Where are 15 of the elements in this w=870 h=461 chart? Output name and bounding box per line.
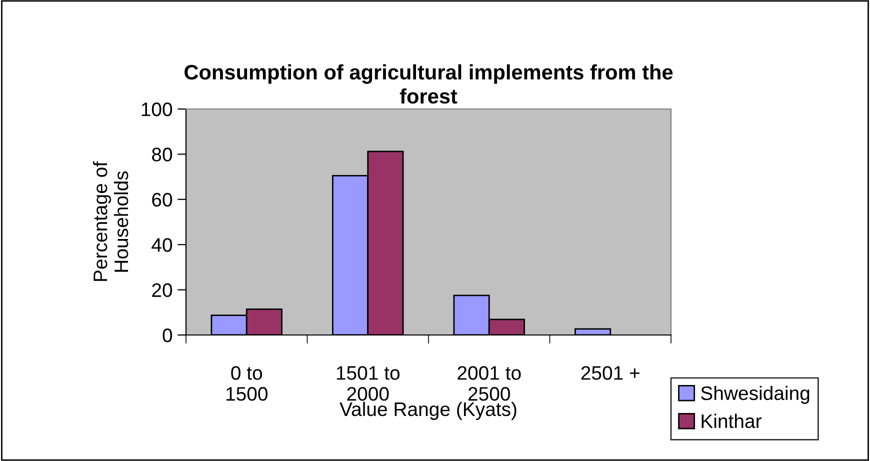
x-tick-label: 2001 to 2500 bbox=[458, 366, 521, 401]
y-tick-label: 80 bbox=[152, 148, 172, 162]
y-axis-title: Percentage of Households bbox=[92, 161, 128, 281]
x-axis-title: Value Range (Kyats) bbox=[340, 402, 516, 420]
chart-title: Consumption of agricultural implements from the forest bbox=[184, 64, 673, 104]
y-tick-label: 100 bbox=[142, 102, 172, 116]
y-tick-label: 20 bbox=[152, 283, 172, 298]
x-tick-label: 0 to 1500 bbox=[226, 366, 268, 401]
y-tick-label: 40 bbox=[152, 238, 172, 252]
y-tick-label: 60 bbox=[152, 192, 172, 207]
y-tick-label: 0 bbox=[162, 328, 172, 342]
x-tick-label: 2501 + bbox=[581, 366, 640, 380]
legend-label: Kinthar bbox=[702, 414, 762, 428]
legend-label: Shwesidaing bbox=[701, 386, 810, 404]
x-tick-label: 1501 to 2000 bbox=[336, 366, 400, 401]
